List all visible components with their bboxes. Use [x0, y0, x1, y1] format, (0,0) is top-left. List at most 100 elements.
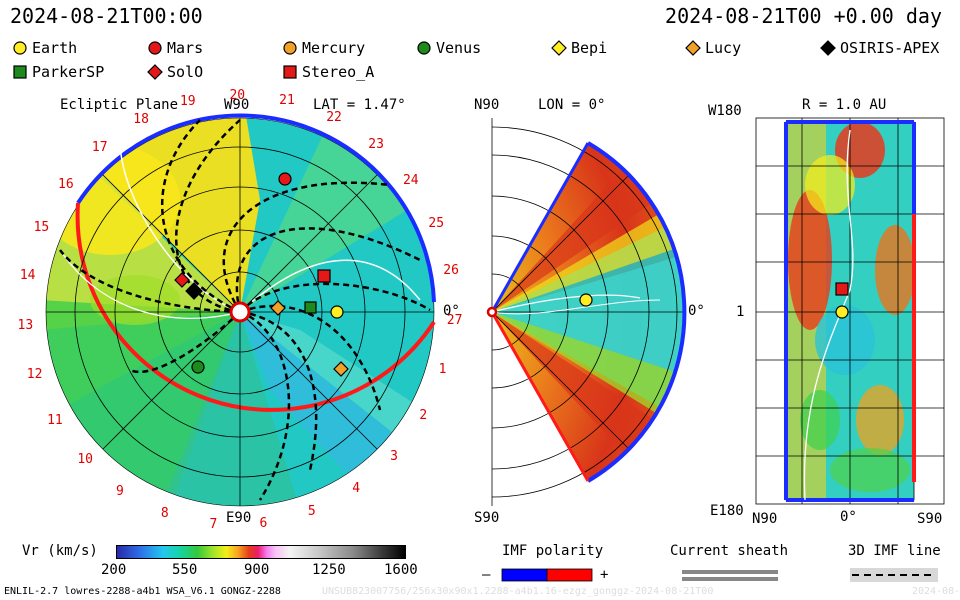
mars-marker [278, 172, 292, 186]
colorbar-label: Vr (km/s) [22, 543, 98, 559]
carrington-tick-label: 2 [419, 408, 428, 424]
legend-item-earth: Earth [12, 39, 77, 57]
carrington-tick-label: 8 [160, 505, 169, 521]
legend-item-parkersp: ParkerSP [12, 63, 104, 81]
legend-marker-circle-icon [13, 41, 27, 55]
carrington-tick-label: 20 [229, 88, 246, 103]
carrington-tick-label: 14 [19, 268, 36, 284]
solo-marker [174, 272, 190, 288]
earth-marker [330, 305, 344, 319]
carrington-tick-label: 6 [259, 516, 268, 532]
meridional-top-label: N90 [474, 97, 500, 113]
legend-marker-circle-icon [417, 41, 431, 55]
ecliptic-top-label: W90 [224, 97, 250, 113]
colorbar-tick-550: 550 [172, 562, 198, 578]
colorbar-tick-1600: 1600 [384, 562, 418, 578]
lucy-near-marker [270, 300, 286, 316]
meridional-lon: LON = 0° [538, 97, 606, 113]
legend-item-venus: Venus [416, 39, 481, 57]
imf-line-title: 3D IMF line [848, 543, 941, 559]
carrington-tick-label: 9 [115, 483, 124, 499]
carrington-tick-label: 5 [307, 504, 316, 520]
velocity-colorbar [116, 545, 406, 559]
file-info: UNSUB823007756/256x30x90x1.2288-a4b1.16-… [322, 586, 714, 597]
carrington-tick-label: 26 [443, 263, 459, 279]
legend-label: Bepi [571, 39, 608, 57]
carrington-tick-label: 10 [77, 452, 93, 468]
legend-item-bepi: Bepi [551, 39, 607, 57]
carrington-tick-label: 11 [47, 412, 63, 428]
colorbar-tick-1250: 1250 [312, 562, 346, 578]
carrington-tick-label: 25 [428, 215, 445, 231]
venus-marker [191, 360, 205, 374]
carrington-tick-label: 1 [438, 362, 447, 378]
legend-item-mars: Mars [147, 39, 203, 57]
legend-marker-diamond-icon [685, 40, 701, 56]
radial-x-mid-label: 0° [840, 509, 857, 525]
carrington-tick-label: 16 [58, 176, 74, 192]
legend-label: Mars [167, 39, 204, 57]
carrington-tick-label: 13 [17, 317, 34, 333]
carrington-tick-label: 18 [133, 112, 149, 127]
carrington-tick-label: 27 [446, 313, 463, 328]
legend-marker-circle-icon [283, 41, 297, 55]
legend-label: Lucy [705, 39, 742, 57]
imf-negative-swatch [501, 568, 548, 582]
legend-marker-diamond-icon [147, 64, 163, 80]
legend-marker-square-icon [13, 65, 27, 79]
osiris-apex-marker [185, 282, 203, 300]
carrington-tick-label: 15 [33, 220, 50, 236]
imf-positive-swatch [546, 568, 593, 582]
legend-marker-diamond-icon [551, 40, 567, 56]
legend-item-lucy: Lucy [685, 39, 741, 57]
colorbar-tick-200: 200 [101, 562, 127, 578]
imf-minus: – [482, 567, 491, 583]
meridional-bottom-label: S90 [474, 510, 500, 526]
legend-item-osiris-apex: OSIRIS-APEX [820, 39, 939, 57]
carrington-tick-label: 22 [326, 109, 342, 125]
carrington-tick-label: 4 [352, 481, 361, 497]
legend-item-stereo-a: Stereo_A [282, 63, 374, 81]
ecliptic-right-label: 0° [443, 303, 460, 319]
ecliptic-bodies [174, 172, 349, 377]
ecliptic-title: Ecliptic Plane [60, 97, 179, 113]
run-date: 2024-08-23 [912, 586, 960, 597]
carrington-tick-label: 17 [91, 139, 108, 155]
radial-distance: R = 1.0 AU [802, 97, 887, 113]
ecliptic-bottom-label: E90 [226, 510, 252, 526]
radial-mid-left-label: 1 [736, 304, 745, 320]
legend-marker-diamond-icon [820, 40, 836, 56]
current-sheath-title: Current sheath [670, 543, 789, 559]
meridional-speed-map [492, 143, 686, 481]
carrington-tick-label: 3 [390, 448, 398, 464]
carrington-tick-label: 12 [26, 367, 43, 383]
carrington-tick-label: 24 [402, 172, 419, 188]
radial-x-right-label: S90 [917, 511, 943, 527]
legend-item-solo: SolO [147, 63, 203, 81]
colorbar-tick-900: 900 [244, 562, 270, 578]
ecliptic-lat: LAT = 1.47° [313, 97, 406, 113]
legend-label: SolO [167, 63, 204, 81]
earth-radial-marker [835, 305, 849, 319]
imf-spiral-lines [59, 119, 431, 501]
legend-marker-circle-icon [148, 41, 162, 55]
legend-item-mercury: Mercury [282, 39, 365, 57]
start-time: 2024-08-21T00:00 [10, 4, 203, 28]
lucy-marker [333, 361, 349, 377]
legend-label: Earth [32, 39, 78, 57]
radial-top-left-label: W180 [708, 103, 742, 119]
parkersp-marker [304, 301, 317, 314]
legend-label: Venus [436, 39, 482, 57]
legend-label: Mercury [302, 39, 366, 57]
earth-meridional-marker [579, 293, 593, 307]
radial-x-left-label: N90 [752, 511, 778, 527]
model-info: ENLIL-2.7 lowres-2288-a4b1 WSA_V6.1 GONG… [4, 586, 281, 597]
imf-plus: + [600, 567, 609, 583]
meridional-right-label: 0° [688, 303, 705, 319]
stereo-a-marker [317, 269, 331, 283]
stereo-a-radial-marker [835, 282, 849, 296]
radial-bottom-left-label: E180 [710, 503, 744, 519]
legend-label: ParkerSP [32, 63, 105, 81]
carrington-tick-label: 21 [279, 93, 295, 109]
